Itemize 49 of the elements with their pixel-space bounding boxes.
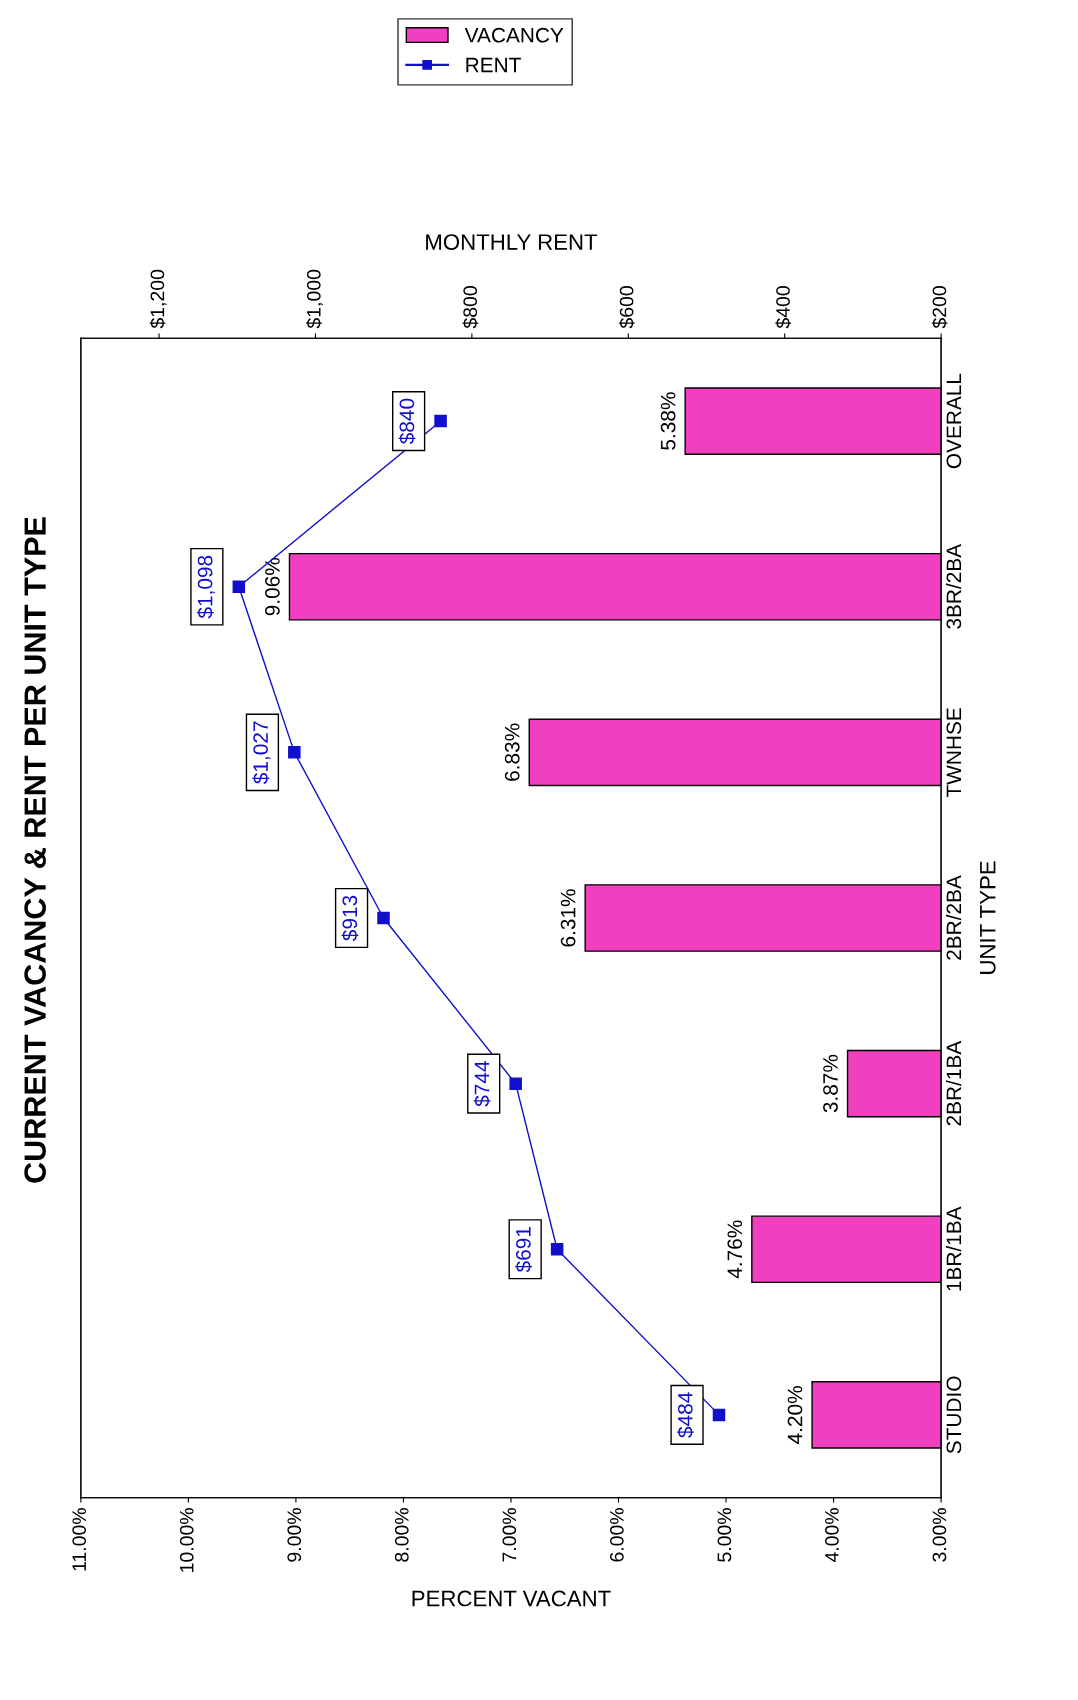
x2-tick-label: $1,000 [306, 269, 323, 329]
y-tick-label: OVERALL [946, 373, 962, 469]
y-tick-label: STUDIO [946, 1376, 962, 1454]
point [232, 580, 246, 593]
x2-tick-label: $400 [775, 286, 792, 329]
x2-tick-label: $200 [931, 286, 948, 329]
x-tick-label: 8.00% [394, 1508, 409, 1562]
data-label: $913 [341, 895, 359, 941]
point [434, 414, 447, 428]
x2-tick-label: $800 [462, 286, 479, 329]
y-tick-label: 1BR/1BA [945, 1206, 962, 1291]
legend-label: VACANCY [464, 27, 564, 43]
x-tick-label: 6.00% [609, 1508, 624, 1562]
data-label: 3.87% [823, 1054, 838, 1113]
data-label: $744 [473, 1061, 491, 1107]
data-label: 6.83% [504, 723, 520, 781]
data-label: 5.38% [660, 392, 676, 450]
data-label: $1,027 [252, 721, 271, 784]
point [550, 1243, 564, 1256]
x-tick-label: 3.00% [932, 1508, 947, 1562]
y-tick-label: TWNHSE [946, 708, 962, 798]
x2-tick-label: $1,200 [149, 269, 167, 329]
point [509, 1077, 522, 1090]
x-tick-label: 11.00% [72, 1508, 87, 1571]
data-label: $840 [398, 398, 416, 445]
data-label: 6.31% [560, 889, 576, 947]
x-tick-label: 7.00% [502, 1508, 517, 1562]
point [288, 746, 301, 759]
x2-tick-label: $600 [618, 286, 635, 329]
x2-axis-title: MONTHLY RENT [426, 234, 598, 250]
data-label: $484 [677, 1392, 694, 1438]
data-label: 9.06% [265, 557, 280, 616]
data-label: 4.76% [727, 1220, 743, 1279]
y-axis-title: UNIT TYPE [980, 861, 996, 974]
text: CURRENT VACANCY & RENT PER UNIT TYPE [24, 517, 46, 1183]
data-label: $691 [515, 1227, 533, 1273]
legend-label: RENT [466, 57, 521, 73]
data-label: 4.20% [787, 1386, 803, 1444]
data-label: $1,098 [196, 555, 215, 619]
x-tick-label: 4.00% [825, 1508, 839, 1563]
x-axis-title: PERCENT VACANT [412, 1590, 611, 1607]
point [377, 911, 390, 925]
y-tick-label: 2BR/2BA [945, 875, 962, 960]
x-tick-label: 9.00% [287, 1508, 302, 1562]
y-tick-label: 2BR/1BA [945, 1040, 962, 1126]
point [712, 1408, 726, 1422]
y-tick-label: 3BR/2BA [945, 543, 962, 629]
x-tick-label: 10.00% [179, 1508, 194, 1572]
x-tick-label: 5.00% [717, 1508, 732, 1562]
